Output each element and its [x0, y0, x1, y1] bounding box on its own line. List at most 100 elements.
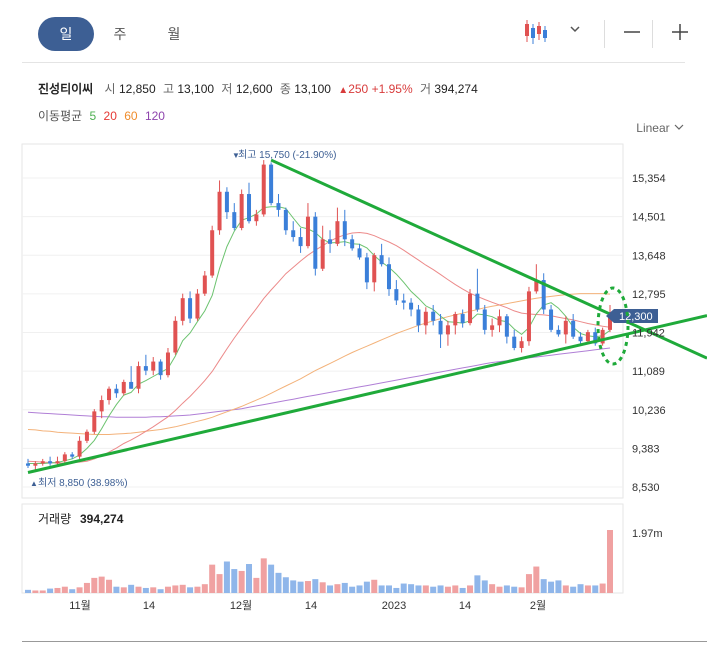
volume-bar	[385, 585, 392, 593]
price-tick-label: 10,236	[632, 405, 666, 417]
low-label: 저	[221, 82, 233, 96]
candle-body	[571, 320, 576, 337]
candle	[173, 316, 178, 355]
volume-bar	[577, 584, 584, 593]
ma-5[interactable]: 5	[89, 109, 97, 123]
volume-bar	[32, 590, 39, 593]
candle	[26, 458, 30, 468]
candle-body	[188, 298, 193, 319]
ma60-line	[27, 293, 611, 435]
volume-bar	[570, 586, 577, 593]
tab-day[interactable]: 일	[38, 17, 94, 51]
candle	[269, 162, 274, 206]
volume-bar	[533, 566, 540, 593]
candle-body	[438, 320, 443, 335]
date-tick-label: 14	[305, 600, 317, 612]
candle-body	[608, 316, 612, 330]
candle-body	[379, 255, 384, 265]
volume-bar	[260, 558, 267, 593]
candle	[217, 180, 222, 235]
candle-body	[409, 302, 414, 310]
candle	[313, 212, 318, 276]
date-tick-label: 12월	[230, 599, 252, 612]
candle-body	[320, 239, 325, 269]
volume-bar	[98, 576, 105, 593]
ma-20[interactable]: 20	[103, 109, 117, 123]
candle-body	[386, 264, 391, 290]
volume-bar	[584, 585, 591, 593]
candle	[364, 252, 369, 290]
candle-body	[585, 332, 590, 342]
volume-bar	[25, 589, 31, 593]
candle-body	[26, 463, 30, 466]
tab-month[interactable]: 월	[167, 26, 181, 42]
candle	[386, 257, 391, 296]
volume-bar	[363, 581, 370, 593]
price-tick-label: 11,942	[632, 328, 665, 340]
date-tick-label: 11월	[69, 599, 91, 612]
candle	[232, 203, 237, 231]
scale-mode-select[interactable]: Linear	[636, 121, 685, 135]
zoom-out-icon[interactable]	[614, 14, 650, 50]
ma-120[interactable]: 120	[144, 109, 165, 123]
candle	[490, 318, 495, 337]
candle	[276, 194, 281, 217]
chevron-down-icon[interactable]	[562, 14, 598, 50]
candle-body	[445, 325, 450, 335]
price-tick-label: 14,501	[632, 212, 666, 224]
date-tick-label: 14	[459, 600, 471, 612]
candle	[70, 452, 75, 459]
up-triangle-icon: ▲	[338, 85, 349, 96]
ma-60[interactable]: 60	[124, 109, 138, 123]
price-tick-label: 15,354	[632, 173, 666, 185]
tab-week[interactable]: 주	[113, 26, 127, 42]
volume-bar	[135, 586, 142, 593]
candle	[519, 336, 524, 353]
candle-body	[504, 316, 509, 337]
candle	[151, 357, 156, 376]
candle-body	[350, 239, 355, 249]
volume-bar	[378, 585, 385, 593]
volume-bar	[444, 586, 451, 593]
volume-bar	[297, 581, 304, 593]
candle-body	[254, 214, 259, 222]
toolbar-divider	[604, 20, 605, 48]
volume-bar	[231, 569, 238, 593]
zoom-in-icon[interactable]	[662, 14, 698, 50]
moving-average-lines	[27, 206, 611, 464]
low-value: 12,600	[235, 82, 273, 96]
volume-bar	[474, 575, 481, 593]
candle	[247, 182, 252, 224]
price-tick-label: 9,383	[632, 443, 660, 455]
toolbar-divider	[652, 20, 653, 48]
candle	[143, 354, 148, 376]
candle-body	[578, 336, 583, 342]
candle	[99, 395, 104, 419]
candle-body	[556, 329, 561, 335]
volume-bar	[430, 586, 437, 593]
current-price-tag: 12,300	[606, 309, 658, 323]
high-marker-icon: ▼	[232, 151, 240, 160]
volume-bar	[607, 530, 613, 593]
volume-bar	[540, 579, 547, 593]
candle	[401, 293, 406, 310]
candle-body	[261, 164, 266, 215]
trendline	[27, 314, 707, 474]
chevron-down-icon	[673, 121, 685, 135]
price-tick-label: 12,795	[632, 289, 666, 301]
volume-bar	[120, 587, 127, 593]
candle	[438, 314, 443, 348]
candle-body	[195, 293, 200, 319]
candle	[504, 314, 509, 344]
candle-body	[107, 388, 112, 401]
candlestick-icon[interactable]	[520, 14, 556, 50]
trendline	[270, 158, 707, 360]
candle	[129, 366, 134, 389]
volume-bar	[83, 582, 90, 593]
volume-bar	[246, 564, 253, 593]
candle-body	[475, 293, 480, 310]
candle	[320, 225, 325, 272]
volume-bar	[282, 577, 289, 593]
volume-bar	[179, 584, 186, 593]
